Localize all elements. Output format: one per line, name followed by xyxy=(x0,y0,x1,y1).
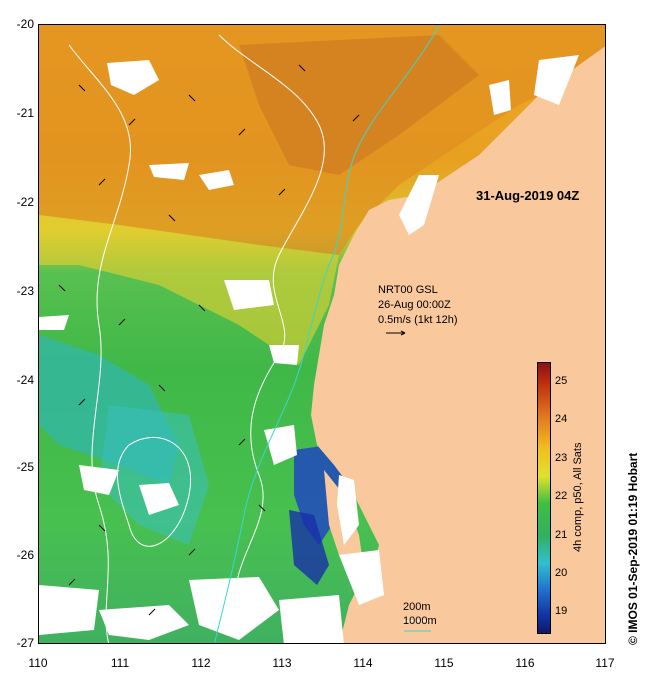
colorbar-label: 25 xyxy=(555,375,568,387)
legend-1000m: 1000m xyxy=(403,615,437,627)
contour-1000m-loop xyxy=(116,436,191,547)
y-tick-label: -22 xyxy=(16,195,34,209)
colorbar-title: 4h comp, p50, All Sats xyxy=(572,442,584,552)
x-tick-label: 113 xyxy=(272,656,292,670)
sst-map xyxy=(38,24,606,644)
current-source: NRT00 GSL xyxy=(378,284,438,296)
y-tick-label: -23 xyxy=(16,284,34,298)
copyright: © IMOS 01-Sep-2019 01:19 Hobart xyxy=(626,452,640,645)
arrow-scale-head xyxy=(400,330,406,336)
legend-200m: 200m xyxy=(403,601,431,613)
transition-band xyxy=(39,215,339,365)
x-tick-label: 110 xyxy=(28,656,48,670)
colorbar xyxy=(537,362,551,634)
warm-core xyxy=(239,35,479,175)
contour-200m xyxy=(213,25,440,643)
x-tick-label: 111 xyxy=(110,656,130,670)
contour-1000m xyxy=(218,34,325,626)
colorbar-label: 20 xyxy=(555,567,568,579)
cloud-masks xyxy=(39,55,579,643)
x-tick-label: 115 xyxy=(434,656,454,670)
colorbar-label: 24 xyxy=(555,413,568,425)
colorbar-fill xyxy=(537,362,551,634)
land-australia xyxy=(311,46,605,643)
x-tick-label: 114 xyxy=(353,656,373,670)
y-tick-label: -20 xyxy=(16,17,34,31)
sst-map-canvas xyxy=(39,25,605,643)
x-tick-label: 112 xyxy=(191,656,211,670)
current-time: 26-Aug 00:00Z xyxy=(378,299,451,311)
colorbar-label: 21 xyxy=(555,529,568,541)
cool-patch-mid xyxy=(99,405,209,545)
arrow-scale: 0.5m/s (1kt 12h) xyxy=(378,314,458,326)
x-tick-label: 117 xyxy=(595,656,615,670)
y-tick-label: -21 xyxy=(16,106,34,120)
y-tick-label: -26 xyxy=(16,548,34,562)
cold-patch-bay xyxy=(289,510,329,585)
date-stamp: 31-Aug-2019 04Z xyxy=(476,188,580,203)
contour-1000m-west xyxy=(68,44,131,643)
x-tick-label: 116 xyxy=(515,656,535,670)
colorbar-label: 19 xyxy=(555,605,568,617)
y-tick-label: -24 xyxy=(16,373,34,387)
y-tick-label: -25 xyxy=(16,460,34,474)
current-arrows xyxy=(58,64,360,616)
colorbar-label: 22 xyxy=(555,490,568,502)
colorbar-label: 23 xyxy=(555,452,568,464)
y-tick-label: -27 xyxy=(16,636,34,650)
